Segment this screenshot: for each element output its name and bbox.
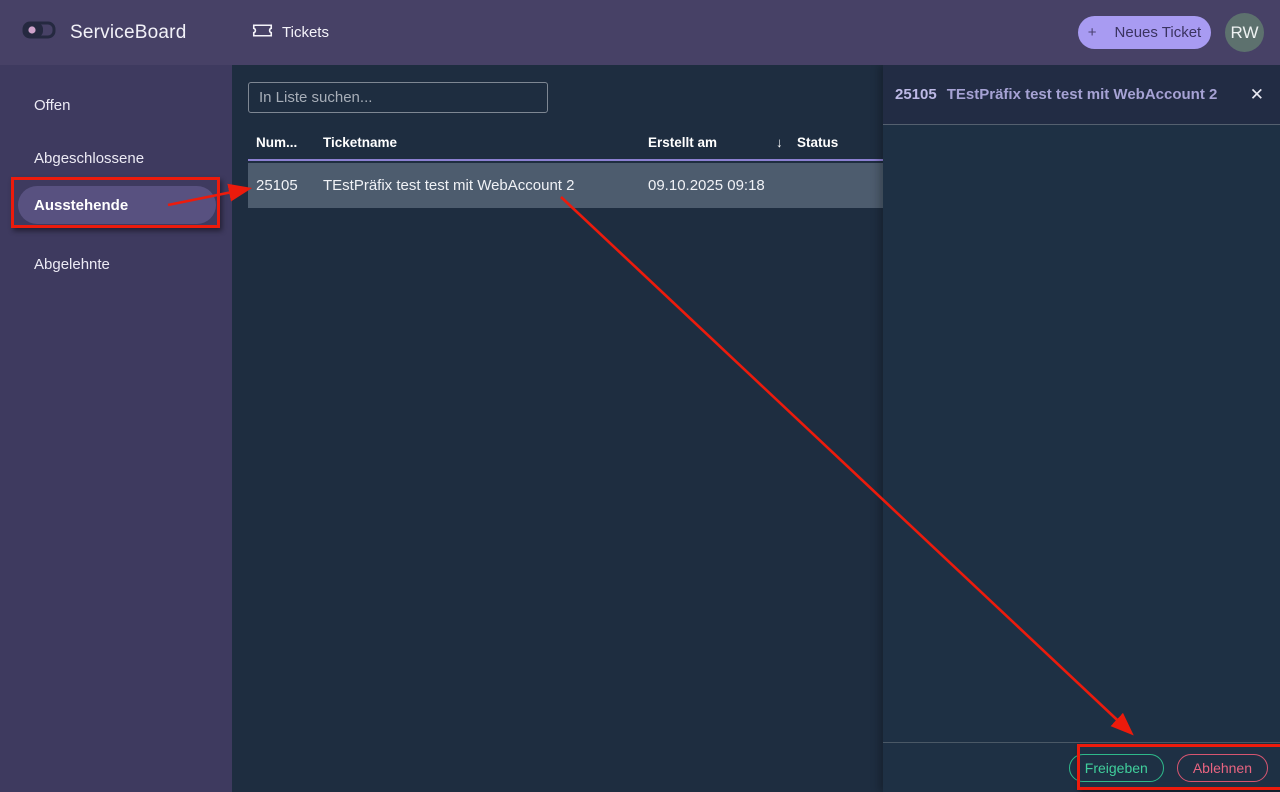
topbar-right: + Neues Ticket RW xyxy=(1078,0,1264,65)
column-number[interactable]: Num... xyxy=(256,134,298,150)
detail-ticket-number: 25105 xyxy=(895,86,937,103)
cell-number: 25105 xyxy=(256,177,298,194)
nav-tab-tickets[interactable]: Tickets xyxy=(252,23,329,42)
user-avatar[interactable]: RW xyxy=(1225,13,1264,52)
cell-created: 09.10.2025 09:18 xyxy=(648,177,765,194)
column-name[interactable]: Ticketname xyxy=(323,134,398,150)
approve-button[interactable]: Freigeben xyxy=(1068,753,1164,782)
column-created[interactable]: Erstellt am xyxy=(648,134,718,150)
ticket-icon xyxy=(252,23,273,42)
search-input[interactable] xyxy=(248,82,548,113)
detail-body xyxy=(883,125,1280,742)
sidebar-item-offen[interactable]: Offen xyxy=(34,96,71,114)
app-logo-icon xyxy=(22,20,56,45)
column-status[interactable]: Status xyxy=(797,134,839,150)
plus-icon: + xyxy=(1087,24,1097,41)
detail-title: TEstPräfix test test mit WebAccount 2 xyxy=(946,86,1218,103)
top-bar: ServiceBoard Tickets + Neues Ticket RW xyxy=(0,0,1280,65)
nav-tab-tickets-label: Tickets xyxy=(282,24,329,41)
new-ticket-button[interactable]: + Neues Ticket xyxy=(1078,16,1211,49)
cell-name: TEstPräfix test test mit WebAccount 2 xyxy=(323,177,575,194)
sidebar: Offen Abgeschlossene Ausstehende Abgeleh… xyxy=(0,65,232,792)
sort-descending-icon[interactable]: ↓ xyxy=(776,134,783,150)
detail-footer: Freigeben Ablehnen xyxy=(883,742,1280,792)
ticket-detail-panel: 25105 TEstPräfix test test mit WebAccoun… xyxy=(883,65,1280,792)
table-header: Num... Ticketname Erstellt am ↓ Status xyxy=(248,125,883,161)
detail-header: 25105 TEstPräfix test test mit WebAccoun… xyxy=(883,65,1280,125)
sidebar-item-abgeschlossene[interactable]: Abgeschlossene xyxy=(34,149,145,167)
sidebar-item-ausstehende[interactable]: Ausstehende xyxy=(18,186,216,224)
reject-button[interactable]: Ablehnen xyxy=(1176,753,1268,782)
close-icon[interactable]: ✕ xyxy=(1246,81,1268,109)
ticket-list-area: Num... Ticketname Erstellt am ↓ Status 2… xyxy=(232,65,883,792)
app-title: ServiceBoard xyxy=(70,21,187,43)
brand: ServiceBoard xyxy=(0,20,232,45)
table-row[interactable]: 25105 TEstPräfix test test mit WebAccoun… xyxy=(248,163,883,208)
new-ticket-label: Neues Ticket xyxy=(1114,24,1202,41)
sidebar-item-abgelehnte[interactable]: Abgelehnte xyxy=(34,255,110,273)
